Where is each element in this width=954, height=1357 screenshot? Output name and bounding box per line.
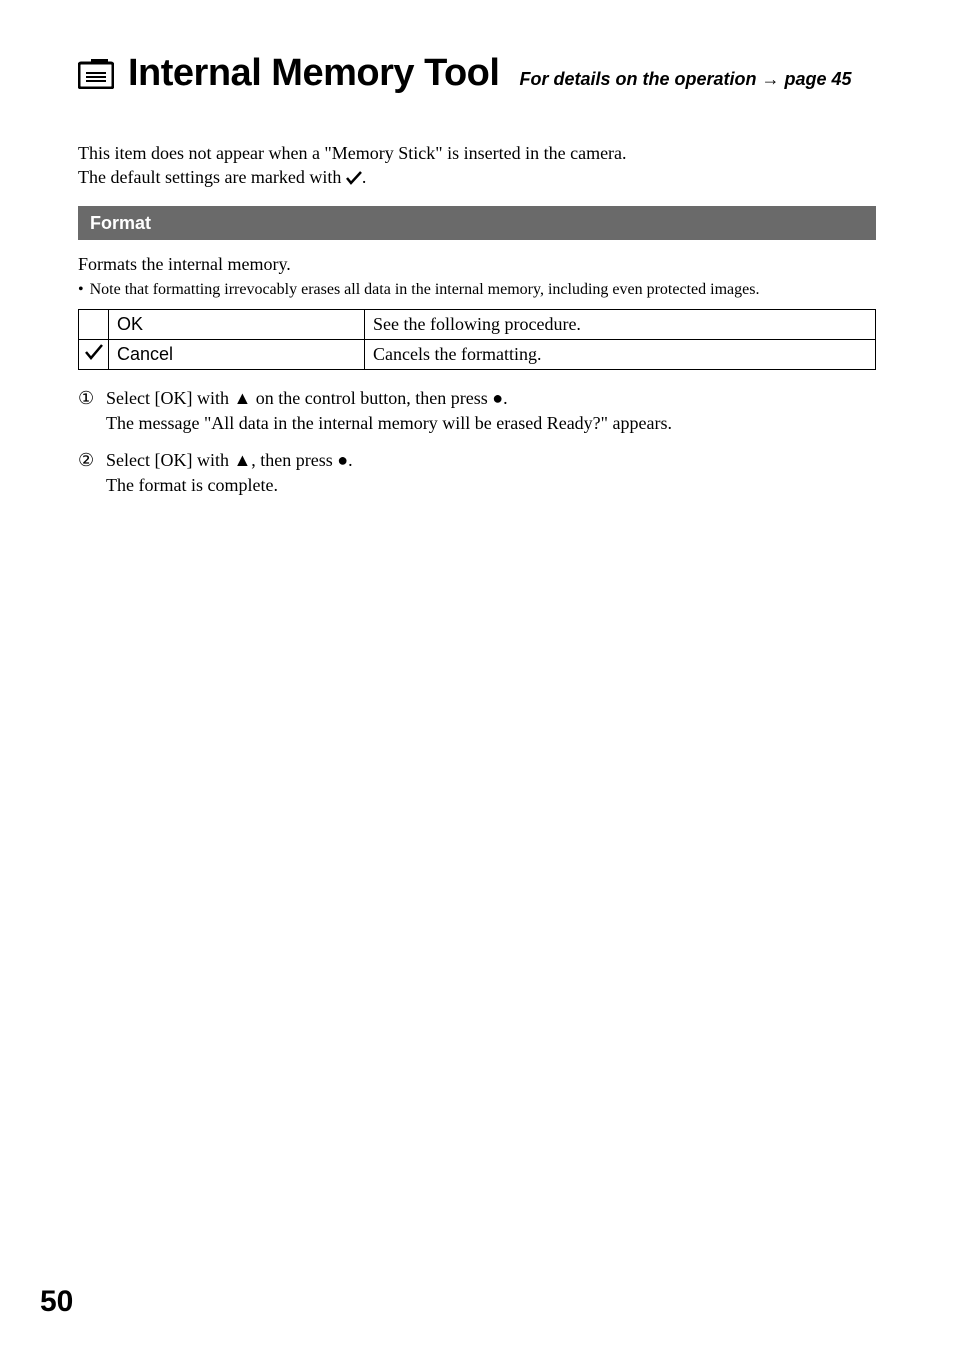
intro-line2-prefix: The default settings are marked with xyxy=(78,167,346,187)
section-bar-label: Format xyxy=(90,213,151,233)
subtitle-prefix: For details on the operation xyxy=(519,69,756,89)
option-cell: OK xyxy=(109,309,365,339)
bullet-dot-icon: • xyxy=(78,281,84,299)
step-line1: Select [OK] with ▲, then press ●. xyxy=(106,450,353,470)
description-cell: See the following procedure. xyxy=(365,309,876,339)
check-cell xyxy=(79,309,109,339)
page-subtitle: For details on the operation → page 45 xyxy=(519,69,851,90)
section-intro-text: Formats the internal memory. xyxy=(78,254,876,275)
step-body: Select [OK] with ▲, then press ●. The fo… xyxy=(106,448,876,498)
options-table: OK See the following procedure. Cancel C… xyxy=(78,309,876,370)
check-cell xyxy=(79,339,109,369)
intro-line1: This item does not appear when a "Memory… xyxy=(78,143,627,163)
page-container: Internal Memory Tool For details on the … xyxy=(0,0,954,1357)
circle-icon: ● xyxy=(492,388,503,408)
page-title: Internal Memory Tool xyxy=(128,52,499,95)
up-triangle-icon: ▲ xyxy=(233,388,251,408)
step-text: Select [OK] with xyxy=(106,450,233,470)
intro-line2-suffix: . xyxy=(362,167,367,187)
step-text: . xyxy=(348,450,353,470)
subtitle-page: page 45 xyxy=(785,69,852,89)
checkmark-icon xyxy=(346,171,362,185)
section-header-format: Format xyxy=(78,206,876,240)
circle-icon: ● xyxy=(337,450,348,470)
table-row: Cancel Cancels the formatting. xyxy=(79,339,876,369)
step-text: Select [OK] with xyxy=(106,388,233,408)
option-cell: Cancel xyxy=(109,339,365,369)
step-1: ① Select [OK] with ▲ on the control butt… xyxy=(78,386,876,436)
description-cell: Cancels the formatting. xyxy=(365,339,876,369)
step-number-icon: ② xyxy=(78,448,98,498)
step-text: , then press xyxy=(251,450,337,470)
title-row: Internal Memory Tool For details on the … xyxy=(78,52,876,95)
intro-paragraph: This item does not appear when a "Memory… xyxy=(78,141,876,190)
step-line1: Select [OK] with ▲ on the control button… xyxy=(106,388,508,408)
table-row: OK See the following procedure. xyxy=(79,309,876,339)
step-body: Select [OK] with ▲ on the control button… xyxy=(106,386,876,436)
section-note-text: Note that formatting irrevocably erases … xyxy=(90,281,760,299)
arrow-right-icon: → xyxy=(761,69,779,89)
step-text: . xyxy=(503,388,508,408)
checkmark-icon xyxy=(85,344,103,360)
memory-icon xyxy=(78,59,114,94)
page-number: 50 xyxy=(40,1285,73,1319)
step-number-icon: ① xyxy=(78,386,98,436)
section-note: • Note that formatting irrevocably erase… xyxy=(78,281,876,299)
up-triangle-icon: ▲ xyxy=(233,450,251,470)
step-line2: The message "All data in the internal me… xyxy=(106,413,672,433)
step-line2: The format is complete. xyxy=(106,475,278,495)
step-2: ② Select [OK] with ▲, then press ●. The … xyxy=(78,448,876,498)
step-text: on the control button, then press xyxy=(251,388,492,408)
